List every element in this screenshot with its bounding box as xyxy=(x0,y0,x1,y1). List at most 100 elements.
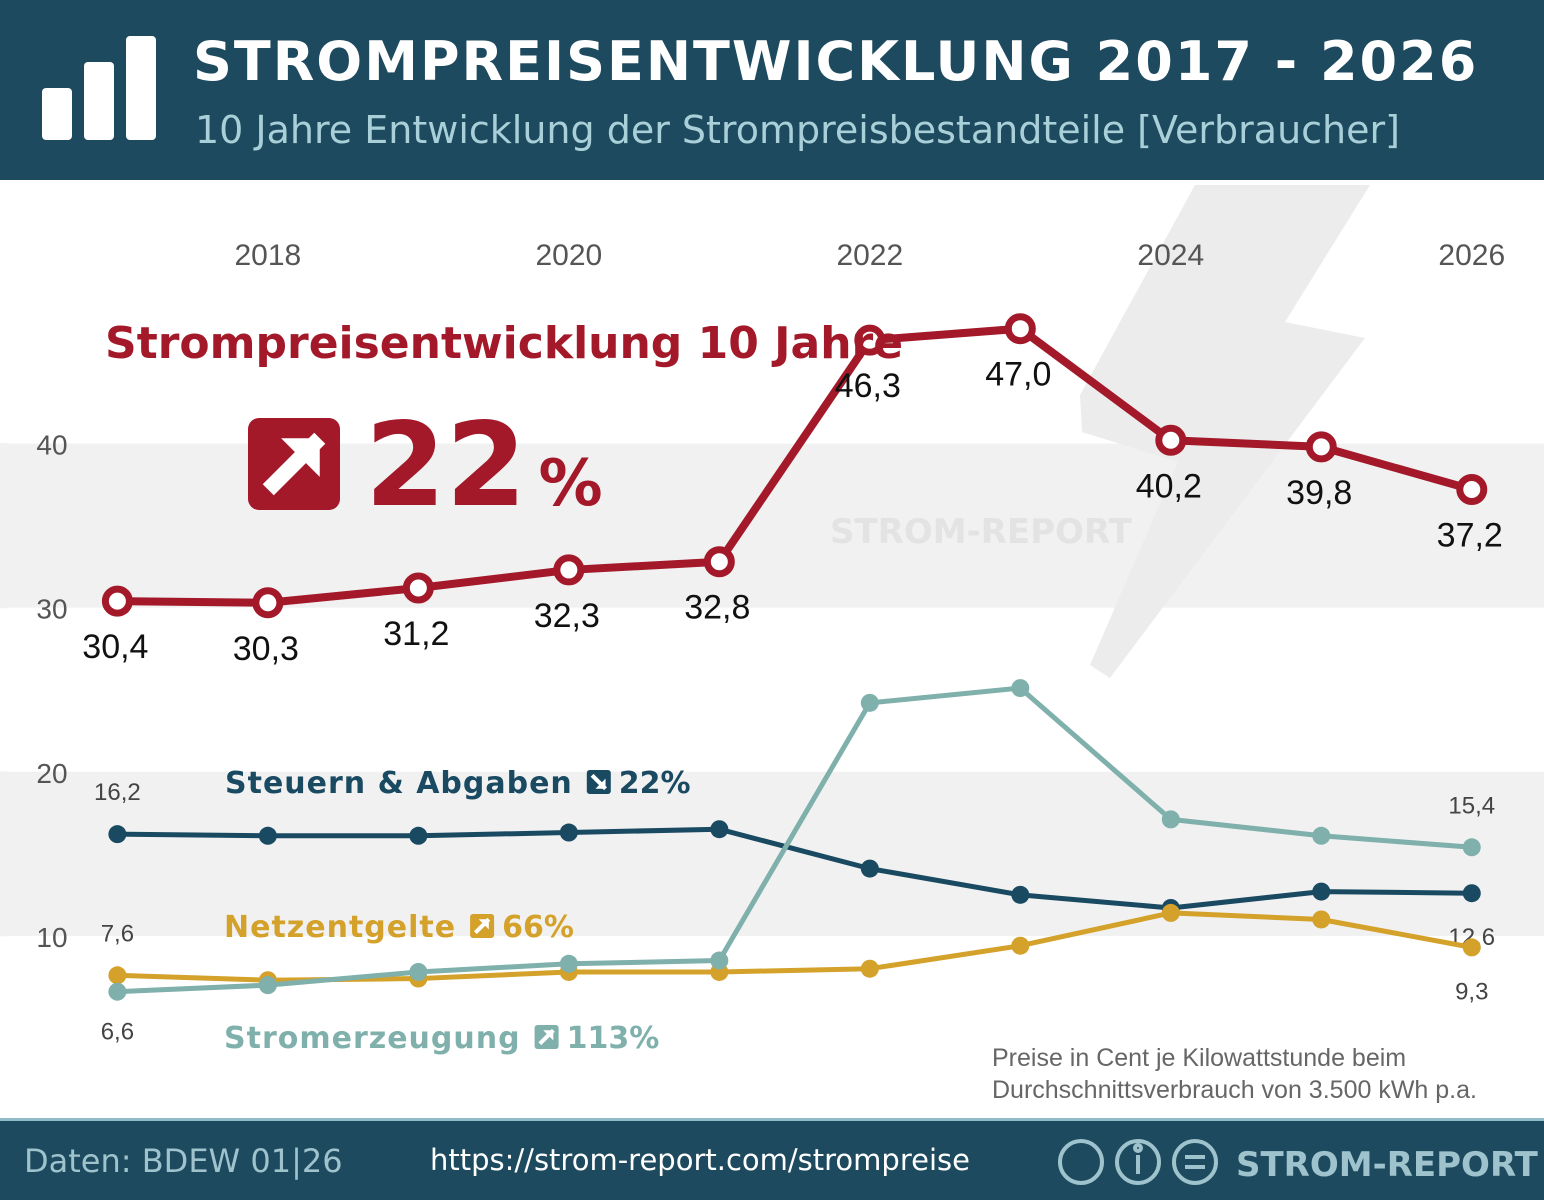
arrow-head xyxy=(281,438,320,477)
icon-by xyxy=(1115,1139,1161,1185)
data-point xyxy=(108,966,127,985)
value-label: 47,0 xyxy=(985,356,1051,394)
series-label: Steuern & Abgaben xyxy=(225,766,573,801)
value-label: 40,2 xyxy=(1136,467,1202,505)
plot: 10 20 30 40 2018 2020 2022 2024 2026 STROM-REPORT… xyxy=(36,218,1505,1104)
icon-cc xyxy=(1058,1139,1104,1185)
arrow-icon xyxy=(534,1025,559,1049)
watermark: STROM-REPORT xyxy=(830,512,1133,552)
series-line xyxy=(117,685,1472,995)
data-point xyxy=(860,959,879,978)
x-tick-label: 2024 xyxy=(1137,239,1204,272)
arrow-head xyxy=(478,919,489,930)
series-change: 22% xyxy=(619,766,691,801)
license-icons xyxy=(1058,1139,1218,1185)
footer-bar xyxy=(0,1118,1544,1200)
data-point xyxy=(258,826,277,845)
data-point xyxy=(1011,936,1030,955)
data-point xyxy=(854,324,886,356)
series-label: Stromerzeugung xyxy=(224,1021,521,1056)
subtitle: 10 Jahre Entwicklung der Strompreisbesta… xyxy=(195,108,1400,152)
value-label: 39,8 xyxy=(1286,474,1352,512)
arrow-head xyxy=(595,778,606,789)
value-label: 37,2 xyxy=(1437,517,1503,555)
data-point xyxy=(1161,903,1180,922)
title: STROMPREISENTWICKLUNG 2017 - 2026 xyxy=(193,30,1478,93)
data-point xyxy=(553,554,585,586)
data-point xyxy=(559,954,578,973)
data-point xyxy=(108,825,127,844)
y-tick-label: 40 xyxy=(36,430,67,461)
value-label: 31,2 xyxy=(383,615,449,653)
data-point xyxy=(1011,679,1030,698)
data-point xyxy=(402,572,434,604)
footer-brand: STROM-REPORT xyxy=(1236,1145,1539,1185)
data-point xyxy=(101,585,133,617)
note: Preise in Cent je Kilowattstunde beim xyxy=(992,1044,1406,1072)
arrow-head xyxy=(543,1030,554,1041)
headline-unit: % xyxy=(538,447,602,521)
grid-band xyxy=(0,443,1544,608)
value-label: 16,2 xyxy=(94,779,141,806)
data-point xyxy=(1155,424,1187,456)
y-tick-label: 10 xyxy=(36,922,67,953)
series-change: 66% xyxy=(502,910,574,945)
data-point xyxy=(710,820,729,839)
value-label: 6,6 xyxy=(101,1019,134,1046)
value-label: 32,3 xyxy=(534,597,600,635)
value-label: 30,4 xyxy=(82,628,148,666)
data-point xyxy=(1312,826,1331,845)
y-tick-label: 30 xyxy=(36,594,67,625)
series-label: Netzentgelte xyxy=(224,910,456,945)
value-label: 7,6 xyxy=(101,920,134,947)
data-point xyxy=(710,951,729,970)
footer-line xyxy=(0,1118,1544,1121)
header-bar xyxy=(0,0,1544,180)
arrow-icon xyxy=(470,914,495,938)
series-change: 113% xyxy=(567,1021,660,1056)
logo-bar xyxy=(42,88,72,140)
x-tick-label: 2026 xyxy=(1438,239,1505,272)
value-label: 15,4 xyxy=(1448,792,1495,819)
data-point xyxy=(258,976,277,995)
data-point xyxy=(1462,938,1481,957)
footer-url: https://strom-report.com/strompreise xyxy=(430,1143,970,1177)
data-point xyxy=(860,859,879,878)
x-tick-label: 2020 xyxy=(535,239,602,272)
data-point xyxy=(1161,810,1180,829)
data-point xyxy=(1462,884,1481,903)
x-tick-label: 2022 xyxy=(836,239,903,272)
data-point xyxy=(1312,910,1331,929)
data-point xyxy=(409,962,428,981)
logo-bar xyxy=(84,62,114,140)
data-point xyxy=(409,826,428,845)
data-point xyxy=(703,546,735,578)
data-point xyxy=(1456,474,1488,506)
x-tick-label: 2018 xyxy=(234,239,301,272)
arrow-icon xyxy=(248,418,340,510)
data-point xyxy=(1011,885,1030,904)
data-point xyxy=(108,982,127,1001)
data-point xyxy=(1305,431,1337,463)
header-logo xyxy=(42,36,156,140)
logo-bar xyxy=(126,36,156,140)
icon-part xyxy=(1133,1143,1143,1153)
value-label: 46,3 xyxy=(835,367,901,405)
icon-nd xyxy=(1172,1139,1218,1185)
data-point xyxy=(559,823,578,842)
value-label: 30,3 xyxy=(233,630,299,668)
series-line xyxy=(117,826,1472,911)
data-point xyxy=(1462,838,1481,857)
arrow-icon xyxy=(586,770,611,794)
value-label: 32,8 xyxy=(684,589,750,627)
footer-source: Daten: BDEW 01|26 xyxy=(24,1142,343,1180)
series-line xyxy=(117,324,1473,607)
data-point xyxy=(1004,313,1036,345)
data-point xyxy=(252,587,284,619)
value-label: 9,3 xyxy=(1455,978,1488,1005)
headline-value: 22 xyxy=(365,398,526,533)
lightning-bolt xyxy=(1080,185,1370,678)
grid-band xyxy=(0,771,1544,936)
data-point xyxy=(860,693,879,712)
